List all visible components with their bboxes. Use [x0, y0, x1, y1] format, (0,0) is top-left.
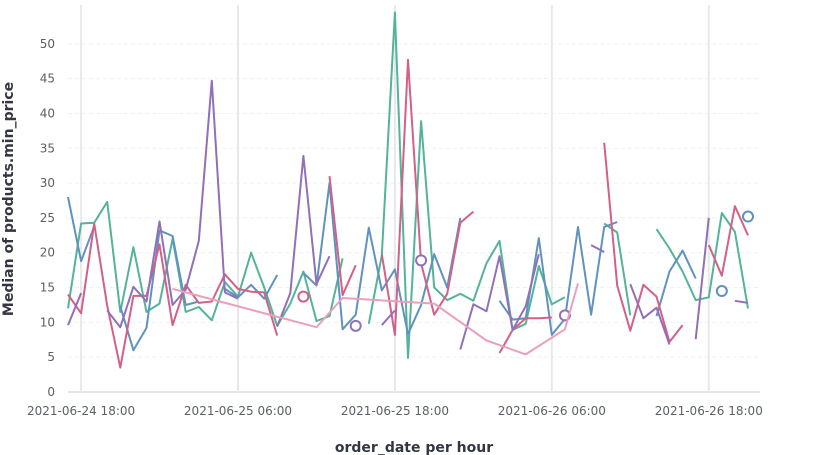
y-tick-label: 15 [40, 281, 55, 295]
y-axis-ticks: 0 5 10 15 20 25 30 35 40 45 50 [40, 37, 55, 399]
series-line[interactable] [224, 274, 279, 300]
series-line[interactable] [67, 222, 279, 369]
series-line[interactable] [707, 205, 749, 277]
x-axis-title: order_date per hour [335, 440, 493, 455]
x-tick-label: 2021-06-26 18:00 [655, 404, 763, 418]
series-line[interactable] [106, 79, 239, 329]
x-tick-label: 2021-06-26 06:00 [498, 404, 606, 418]
series-line[interactable] [655, 249, 697, 317]
series-3 [67, 58, 749, 369]
series-line[interactable] [276, 154, 331, 327]
y-tick-label: 35 [40, 141, 55, 155]
y-tick-label: 5 [47, 350, 55, 364]
y-tick-label: 10 [40, 315, 55, 329]
y-tick-label: 25 [40, 211, 55, 225]
x-tick-label: 2021-06-25 18:00 [341, 404, 449, 418]
data-point[interactable] [715, 285, 728, 298]
chart-series [67, 11, 754, 369]
series-line[interactable] [328, 175, 357, 297]
series-line[interactable] [381, 309, 396, 326]
series-line[interactable] [734, 299, 749, 304]
data-point[interactable] [349, 319, 362, 332]
data-point[interactable] [415, 254, 428, 267]
y-axis-title: Median of products.min_price [1, 82, 17, 316]
data-point[interactable] [297, 290, 310, 303]
series-line[interactable] [694, 217, 710, 340]
y-tick-label: 30 [40, 176, 55, 190]
series-line[interactable] [498, 316, 552, 354]
y-tick-label: 0 [47, 385, 55, 399]
y-tick-label: 20 [40, 246, 55, 260]
series-6 [172, 283, 579, 356]
series-4 [67, 79, 749, 350]
series-line[interactable] [498, 221, 618, 336]
series-line[interactable] [119, 229, 200, 352]
y-tick-label: 50 [40, 37, 55, 51]
series-line[interactable] [67, 196, 96, 263]
y-tick-label: 40 [40, 106, 55, 120]
series-line[interactable] [629, 283, 671, 345]
series-line[interactable] [459, 253, 540, 350]
y-tick-label: 45 [40, 72, 55, 86]
series-line[interactable] [67, 292, 83, 326]
series-line[interactable] [655, 212, 749, 309]
data-point[interactable] [742, 210, 754, 223]
chart-gridlines [68, 43, 760, 393]
series-line[interactable] [172, 283, 579, 356]
series-line[interactable] [380, 58, 475, 336]
series-line[interactable] [367, 11, 566, 359]
series-line[interactable] [603, 222, 632, 316]
x-tick-label: 2021-06-25 06:00 [184, 404, 292, 418]
series-line[interactable] [603, 142, 684, 343]
x-tick-label: 2021-06-24 18:00 [27, 404, 135, 418]
series-line[interactable] [590, 244, 605, 253]
series-line[interactable] [67, 200, 344, 327]
x-axis-ticks: 2021-06-24 18:00 2021-06-25 06:00 2021-06-… [27, 404, 763, 418]
